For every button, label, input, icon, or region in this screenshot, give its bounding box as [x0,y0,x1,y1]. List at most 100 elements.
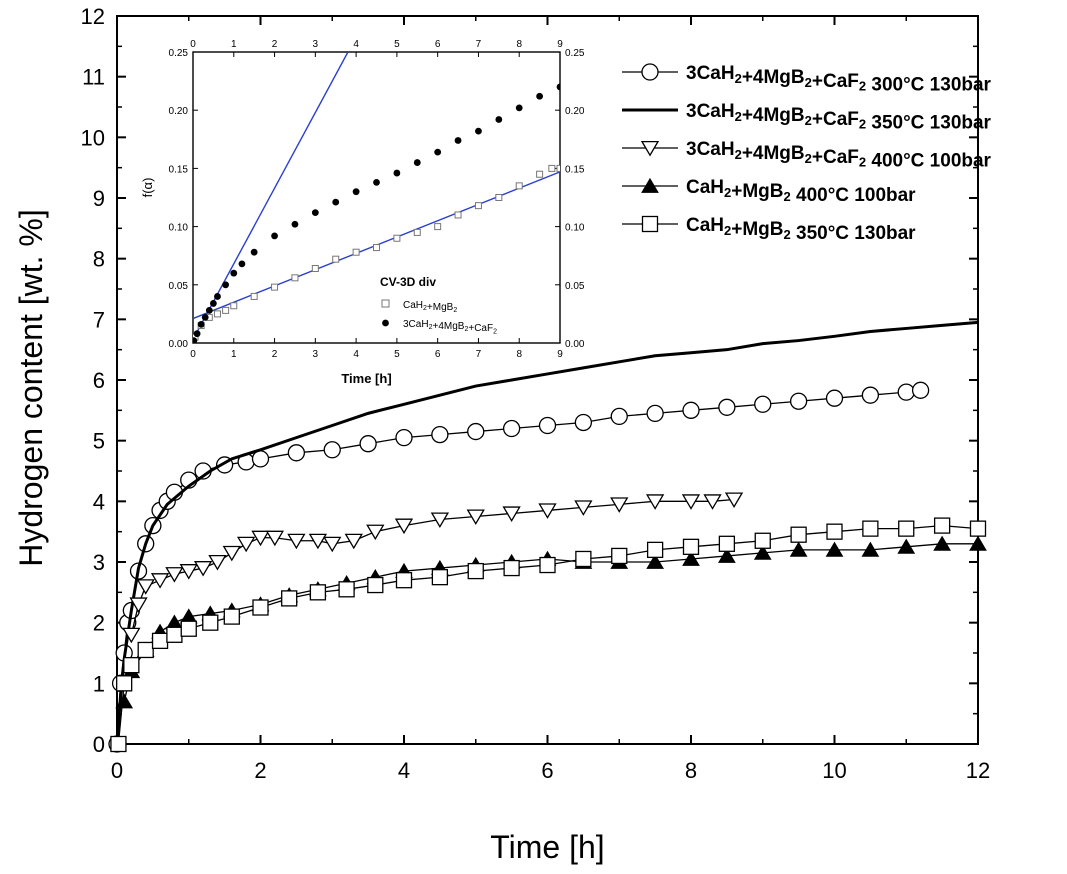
data-point [115,693,134,709]
data-point [502,506,521,522]
data-point [359,435,377,453]
x-tick-label: 2 [254,758,266,783]
inset-frame [192,51,561,344]
data-point [538,503,557,519]
data-point [969,535,987,551]
x-tick-label: 10 [822,758,846,783]
x-tick-label: 4 [398,758,410,783]
inset-data-point [393,169,401,177]
inset-data-point [515,182,523,190]
data-point [338,581,355,598]
data-point [323,441,341,459]
data-point [251,530,270,547]
x-axis-title: Time [h] [490,829,604,865]
inset-data-point [454,211,462,219]
inset-data-point [238,260,246,268]
data-point [861,386,880,404]
data-point [790,526,807,543]
inset-data-point [373,178,380,186]
inset-x-tick-label: 2 [272,349,278,360]
legend-label: 3CaH2+4MgB2+CaF2 400°C 100bar [686,139,992,172]
inset-data-point [352,248,360,256]
inset-y-tick-label: 0.15 [169,164,189,175]
inset-y-tick-label: 0.20 [169,106,189,117]
inset-y-tick-label-right: 0.20 [565,106,585,117]
inset-x-tick-label-top: 5 [394,39,400,50]
inset-data-point [474,202,482,210]
inset-data-point [197,320,205,328]
data-point [193,561,213,577]
data-point [129,597,148,613]
y-tick-label: 8 [93,247,105,272]
data-point [825,541,844,557]
inset-x-tick-label: 1 [231,349,237,360]
inset-data-point [193,330,201,338]
inset-data-point [230,302,238,310]
inset-x-tick-label-top: 6 [435,39,441,50]
data-point [646,541,664,559]
inset-data-point [536,170,544,178]
series-4 [110,517,987,753]
data-point [208,554,227,571]
inset-x-tick-label: 3 [313,349,319,360]
data-point [539,556,556,574]
inset-y-tick-label: 0.00 [169,339,189,350]
data-point [237,536,256,553]
data-point [265,530,284,547]
data-point [646,553,664,569]
data-point [394,518,414,535]
data-point [933,517,951,534]
inset-data-point [332,255,340,263]
data-point [309,584,327,601]
data-point [395,428,413,447]
data-point [395,572,413,589]
data-point [681,494,701,510]
inset-legend-title: CV-3D div [380,275,436,289]
y-tick-label: 4 [93,489,105,514]
inset-data-point [214,293,221,300]
inset-data-point [250,248,258,256]
y-tick-label: 5 [93,429,105,454]
inset-data-point [311,209,319,217]
y-tick-label: 10 [81,125,105,150]
x-tick-label: 6 [541,758,553,783]
inset-x-tick-label-top: 8 [516,39,522,50]
legend-label: 3CaH2+4MgB2+CaF2 300°C 130bar [686,63,992,96]
data-point [969,520,987,537]
data-point [179,564,198,580]
data-point [252,599,269,616]
x-tick-label: 12 [966,758,990,783]
inset-y-tick-label-right: 0.00 [565,339,585,350]
data-point [575,550,592,568]
inset-x-tick-label-top: 4 [353,39,359,50]
data-point [366,524,385,541]
data-point [610,407,628,426]
data-point [136,579,155,595]
data-point [897,383,915,401]
data-point [323,536,342,553]
data-point [703,494,722,510]
inset-x-tick-label-top: 1 [231,39,237,50]
y-tick-label: 12 [81,4,105,29]
data-point [861,541,880,557]
inset-data-point [271,232,278,240]
inset-data-point [213,310,221,318]
y-tick-label: 2 [93,611,105,636]
data-point [467,422,485,441]
x-tick-label: 8 [685,758,697,783]
data-point [789,392,808,410]
data-point [137,641,154,659]
data-point [223,608,240,625]
inset-data-point [230,269,238,277]
inset-data-point [548,164,556,172]
y-tick-label: 3 [93,550,105,575]
series-1 [115,320,979,745]
inset-x-tick-label: 4 [353,349,359,360]
inset-data-point [413,228,421,236]
data-point [911,381,930,399]
inset-y-tick-label-right: 0.25 [565,48,585,59]
inset-legend-label: 3CaH2+4MgB2+CaF2 [403,319,497,335]
data-point [110,735,127,753]
